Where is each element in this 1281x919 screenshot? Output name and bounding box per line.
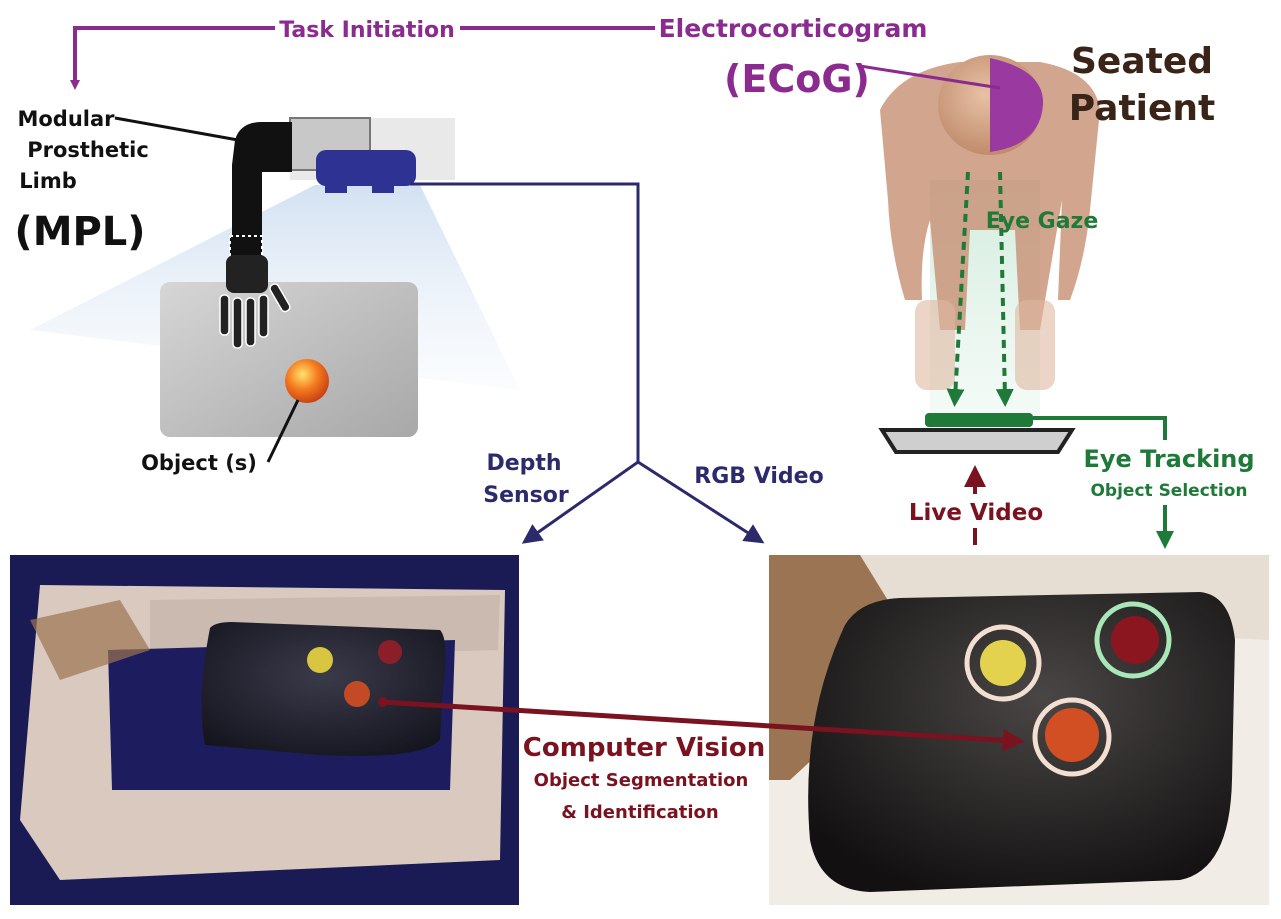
eye-gaze-label: Eye Gaze [986, 209, 1099, 234]
rgb-video-label: RGB Video [694, 464, 823, 489]
object-label: Object (s) [141, 451, 257, 475]
eye-tracking-label: Eye Tracking [1083, 445, 1254, 473]
mpl-line3-label: Limb [19, 169, 77, 193]
depth-line1-label: Depth [486, 451, 561, 476]
ecog-abbr-label: (ECoG) [724, 57, 870, 101]
eye-gaze-arrow-right [995, 171, 1014, 407]
depth-point-cloud-image [10, 555, 519, 905]
rgb-video-arrow [637, 460, 765, 544]
patient-label: Patient [1069, 88, 1216, 129]
ecog-name-label: Electrocorticogram [659, 14, 928, 43]
selected-object-ring [1094, 601, 1172, 679]
monitor-with-eye-tracker [878, 413, 1076, 454]
candidate-object-ring [1032, 697, 1112, 777]
seated-label: Seated [1071, 41, 1213, 82]
prosthetic-limb-illustration [30, 116, 520, 463]
depth-sensor-arrow [521, 460, 639, 544]
seated-patient-illustration [859, 55, 1100, 415]
cv-line2-label: & Identification [561, 802, 718, 823]
cv-line1-label: Object Segmentation [534, 770, 749, 791]
depth-line2-label: Sensor [483, 483, 569, 508]
eye-gaze-arrow-left [946, 171, 970, 407]
camera-feed-connector [410, 182, 640, 462]
ecog-grid-icon [990, 58, 1044, 152]
eye-tracking-connector [1033, 416, 1165, 540]
object-selection-label: Object Selection [1090, 481, 1247, 501]
mpl-line1-label: Modular [17, 107, 115, 131]
computer-vision-arrow [381, 699, 1025, 752]
cv-title-label: Computer Vision [523, 733, 765, 763]
live-video-label: Live Video [909, 500, 1043, 526]
task-initiation-connector [75, 26, 655, 85]
task-initiation-label: Task Initiation [279, 18, 455, 43]
candidate-object-ring [964, 624, 1042, 702]
mpl-line2-label: Prosthetic [27, 138, 149, 162]
mpl-abbr-label: (MPL) [14, 209, 145, 255]
